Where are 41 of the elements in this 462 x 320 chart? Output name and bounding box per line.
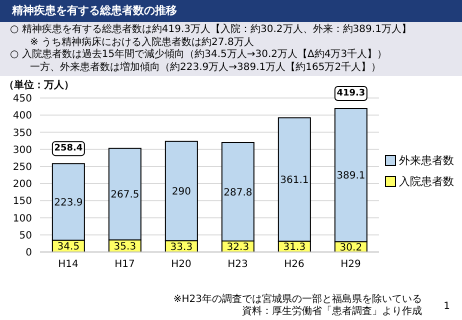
text: ○ 精神疾患を有する総患者数は約419.3万人【入院：約30.2万人、外来：約389.1万人】	[10, 24, 412, 36]
y-tick-label: 250	[12, 162, 32, 173]
total-label: 258.4	[54, 144, 83, 154]
text: ※H23年の調査では宮城県の一部と福島県を除いている	[173, 294, 422, 306]
x-tick-label: H17	[114, 259, 135, 270]
x-tick-label: H29	[340, 259, 361, 270]
x-tick-label: H26	[284, 259, 304, 270]
data-label: 30.2	[340, 242, 362, 254]
text: ※ うち精神病床における入院患者数は約27.8万人	[29, 36, 255, 48]
data-label: 287.8	[224, 187, 252, 198]
data-label: 389.1	[336, 170, 366, 182]
data-label: 223.9	[54, 197, 83, 208]
chart-title: 精神疾患を有する総患者数の推移	[0, 0, 462, 22]
y-tick-label: 0	[26, 248, 32, 259]
y-tick-label: 350	[12, 128, 32, 139]
data-label: 361.1	[280, 175, 309, 186]
data-label: 32.3	[226, 242, 250, 254]
y-tick-label: 200	[12, 179, 32, 190]
total-label: 419.3	[336, 88, 366, 99]
y-tick-label: 300	[12, 144, 32, 156]
y-axis-title: （単位：万人）	[4, 78, 74, 92]
text: 1	[444, 301, 450, 312]
data-label: 290	[172, 186, 191, 198]
data-label: 31.3	[283, 242, 306, 254]
data-label: 35.3	[114, 242, 136, 253]
data-label: 34.5	[57, 242, 80, 253]
data-label: 33.3	[170, 242, 193, 253]
y-tick-label: 450	[12, 94, 32, 105]
text: 資料：厚生労働省「患者調査」より作成	[241, 306, 422, 318]
y-tick-label: 150	[12, 196, 32, 208]
y-tick-label: 100	[12, 213, 32, 224]
x-tick-label: H23	[228, 259, 248, 270]
x-tick-label: H14	[58, 259, 78, 270]
legend-label: 入院患者数	[399, 174, 454, 189]
text: 一方、外来患者数は増加傾向（約223.9万人→389.1万人【約165万2千人】）	[29, 62, 382, 74]
text: ○ 入院患者数は過去15年間で減少傾向（約34.5万人→30.2万人【Δ約4万3千人】）	[10, 49, 388, 62]
x-tick-label: H20	[171, 259, 192, 270]
y-tick-label: 400	[12, 110, 32, 122]
y-tick-label: 50	[19, 230, 32, 242]
legend-label: 外来患者数	[399, 153, 454, 168]
data-label: 267.5	[110, 190, 140, 201]
